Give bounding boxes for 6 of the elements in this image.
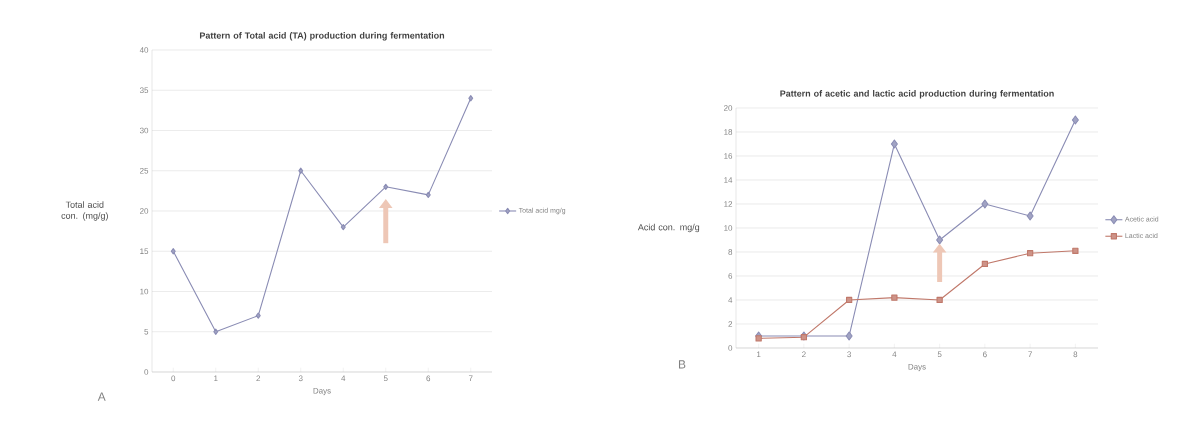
chart-title: Pattern of acetic and lactic acid production during fermentation (780, 90, 1054, 99)
chart-title: Pattern of Total acid (TA) production during fermentation (199, 32, 445, 41)
text: B (678, 360, 686, 369)
y-axis-title: Total acid con. (mg/g) (61, 201, 108, 221)
text: A (97, 392, 106, 401)
y-axis-title: Acid con. mg/g (637, 223, 700, 233)
